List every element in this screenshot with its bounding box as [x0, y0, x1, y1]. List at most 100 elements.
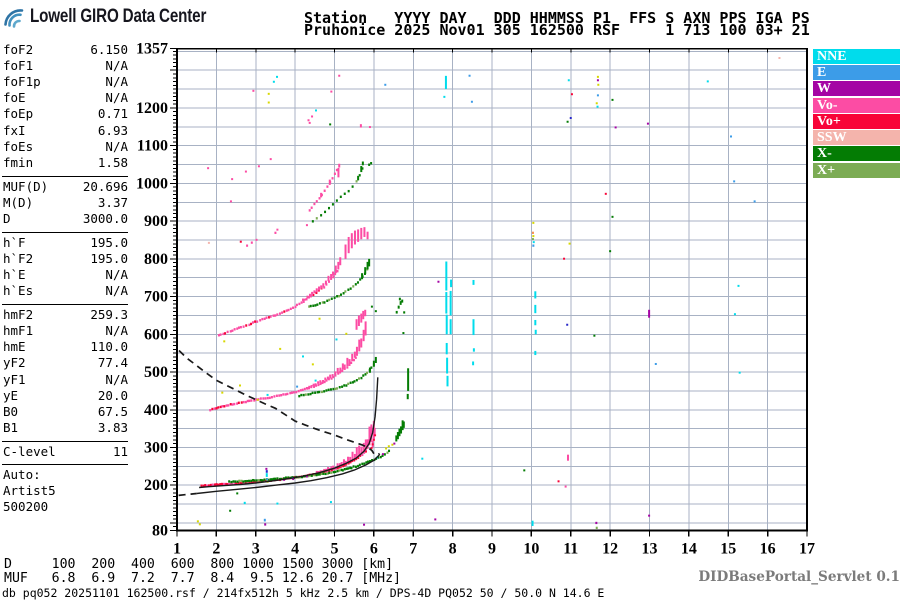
param-row-foep: foEp 0.71 [3, 106, 128, 122]
muf-row: MUF 6.8 6.9 7.2 7.7 8.4 9.5 12.6 20.7 [M… [4, 570, 401, 586]
param-label: yF2 [3, 355, 26, 371]
param-value: 195.0 [90, 250, 128, 266]
svg-text:14: 14 [681, 541, 697, 558]
param-separator [2, 463, 128, 465]
param-value: 3.37 [97, 194, 128, 210]
series-f-trace-o-mode-1st-hop-spread [315, 420, 376, 474]
param-row-ye: yE 20.0 [3, 388, 128, 404]
svg-text:15: 15 [720, 541, 736, 558]
param-value: N/A [105, 323, 128, 339]
svg-text:11: 11 [563, 541, 578, 558]
param-label: hmF2 [3, 306, 34, 322]
svg-text:16: 16 [760, 541, 776, 558]
param-row-fmin: fmin 1.58 [3, 155, 128, 171]
legend-item-vo: Vo- [813, 97, 900, 113]
param-label: C-level [3, 443, 56, 459]
legend-item-x: X- [813, 146, 900, 162]
param-separator [2, 232, 128, 234]
param-value: 3000.0 [82, 210, 128, 226]
artist-curves [178, 349, 381, 497]
series-x-mode-3rd-hop-cluster [395, 297, 406, 314]
param-label: Artist5 [3, 482, 56, 498]
series-x-mode-3rd-hop-spread [361, 258, 371, 280]
param-value: 20.0 [97, 387, 128, 403]
svg-text:4: 4 [291, 541, 299, 558]
series-o-mode-2nd-hop-top-spread [355, 309, 367, 330]
legend-item-w: W [813, 81, 900, 97]
axes [170, 47, 808, 537]
series-o-mode-4th-hop-spread [320, 163, 341, 198]
distance-row: D 100 200 400 600 800 1000 1500 3000 [km… [4, 557, 394, 572]
param-row-foes: foEs N/A [3, 139, 128, 155]
logo-text: Lowell GIRO Data Center [30, 6, 207, 27]
curve-artist-trace-fit [199, 377, 379, 489]
svg-text:900: 900 [144, 213, 168, 230]
param-label: 500200 [3, 499, 49, 515]
svg-text:800: 800 [144, 251, 168, 268]
param-label: B0 [3, 403, 19, 419]
svg-text:12: 12 [602, 541, 618, 558]
param-row-fxi: fxI 6.93 [3, 123, 128, 139]
param-label: M(D) [3, 194, 34, 210]
param-value: 1.58 [97, 154, 128, 170]
param-value: 20.696 [82, 178, 128, 194]
svg-text:600: 600 [144, 326, 168, 343]
status-line: db pq052 20251101 162500.rsf / 214fx512h… [2, 586, 605, 600]
legend-item-e: E [813, 65, 900, 81]
param-row-hf2: h`F2 195.0 [3, 251, 128, 267]
series-x-mode-3rd-hop [308, 268, 369, 308]
param-row-fof1p: foF1p N/A [3, 74, 128, 90]
param-row-he: h`E N/A [3, 267, 128, 283]
param-value: N/A [105, 138, 128, 154]
param-label: hmF1 [3, 323, 34, 339]
logo: Lowell GIRO Data Center [2, 4, 250, 30]
svg-text:6: 6 [370, 541, 378, 558]
series-o-mode-critical-rise-dots [370, 434, 377, 450]
echo-points [196, 57, 781, 529]
param-row-b1: B1 3.83 [3, 420, 128, 436]
giro-wave-icon [4, 9, 24, 28]
param-row-fof1: foF1 N/A [3, 58, 128, 74]
param-label: fxI [3, 122, 26, 138]
svg-text:80: 80 [152, 523, 168, 540]
param-row-mufd: MUF(D) 20.696 [3, 179, 128, 195]
svg-text:1100: 1100 [137, 138, 168, 155]
series-o-mode-3rd-hop-top-spread [344, 227, 369, 259]
svg-text:500: 500 [144, 364, 168, 381]
param-row-hes: h`Es N/A [3, 283, 128, 299]
axis-labels: 1 2 3 4 5 6 7 8 9 10 11 12 13 14 15 16 17135712001100100… [136, 41, 815, 558]
param-value: N/A [105, 371, 128, 387]
station-header-line2: Pruhonice 2025 Nov01 305 162500 RSF 1 71… [304, 21, 810, 39]
series-x-mode-2nd-hop [298, 363, 375, 398]
param-row-hmf2: hmF2 259.3 [3, 307, 128, 323]
legend-item-ssw: SSW [813, 130, 900, 146]
svg-text:300: 300 [144, 439, 168, 456]
legend-item-vo: Vo+ [813, 113, 900, 129]
param-row-artist5: Artist5 [3, 483, 128, 499]
param-row-hme: hmE 110.0 [3, 339, 128, 355]
svg-text:200: 200 [144, 477, 168, 494]
svg-text:8: 8 [449, 541, 457, 558]
svg-text:13: 13 [642, 541, 658, 558]
param-row-yf1: yF1 N/A [3, 372, 128, 388]
param-row-md: M(D) 3.37 [3, 195, 128, 211]
series-x-mode-cusp-specks-yellow [385, 443, 394, 450]
noise-points [196, 57, 781, 529]
legend-item-nne: NNE [813, 48, 900, 64]
svg-text:7: 7 [409, 541, 417, 558]
curve-true-height-profile [196, 452, 381, 495]
param-value: N/A [105, 283, 128, 299]
param-row-hf: h`F 195.0 [3, 235, 128, 251]
param-value: 67.5 [97, 403, 128, 419]
param-label: foF2 [3, 41, 34, 57]
svg-text:5: 5 [331, 541, 339, 558]
curve-muf3000-transmission-curve [178, 349, 376, 456]
param-value: 259.3 [90, 306, 128, 322]
param-value: N/A [105, 74, 128, 90]
grid [177, 48, 807, 531]
svg-text:2: 2 [212, 541, 220, 558]
param-row-clevel: C-level 11 [3, 444, 128, 460]
param-value: 6.93 [97, 122, 128, 138]
